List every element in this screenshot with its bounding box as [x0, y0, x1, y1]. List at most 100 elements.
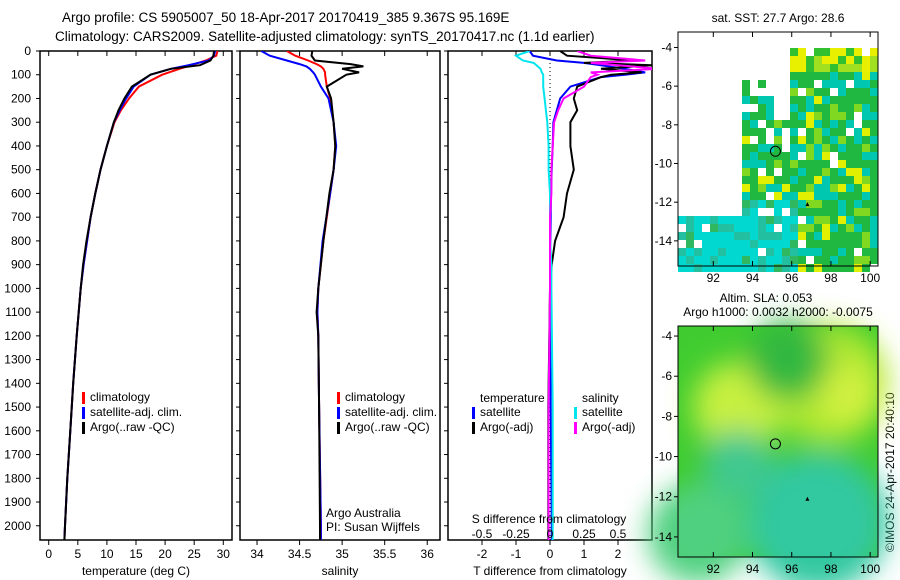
map-cell: [702, 216, 710, 224]
map-cell: [726, 248, 734, 256]
map-cell: [790, 216, 798, 224]
map-cell: [790, 80, 798, 88]
map-cell: [870, 72, 878, 80]
map-cell: [694, 232, 702, 240]
map-cell: [846, 144, 854, 152]
map-cell: [806, 144, 814, 152]
x-tick-label: 36: [421, 547, 435, 561]
map-cell: [766, 224, 774, 232]
map-cell: [702, 248, 710, 256]
x-tick-label: 35: [335, 547, 349, 561]
map-cell: [870, 232, 878, 240]
map-cell: [862, 192, 870, 200]
map-cell: [686, 216, 694, 224]
map-cell: [846, 160, 854, 168]
map-cell: [798, 176, 806, 184]
map-cell: [798, 160, 806, 168]
map-cell: [758, 112, 766, 120]
map-cell: [870, 80, 878, 88]
series-line-climatology: [286, 51, 337, 540]
map-cell: [846, 256, 854, 264]
map-cell: [766, 144, 774, 152]
map-cell: [806, 248, 814, 256]
sla-blob: [748, 320, 828, 401]
map-cell: [870, 104, 878, 112]
x-tick-label: 34: [250, 547, 264, 561]
map-cell: [814, 48, 822, 56]
map-cell: [822, 96, 830, 104]
map-cell: [870, 200, 878, 208]
y-tick-label: 1400: [4, 376, 31, 390]
map-cell: [742, 184, 750, 192]
x-tick-label: 1: [581, 547, 588, 561]
map-cell: [678, 256, 686, 264]
map-cell: [806, 128, 814, 136]
y-tick-label: 400: [11, 139, 31, 153]
lat-tick-label: -14: [655, 234, 673, 248]
map-cell: [806, 264, 814, 272]
map-cell: [758, 176, 766, 184]
map-cell: [766, 248, 774, 256]
lat-tick-label: -10: [655, 450, 673, 464]
series-line-argo-raw-qc-: [310, 51, 364, 540]
map-cell: [838, 112, 846, 120]
y-tick-label: 1200: [4, 329, 31, 343]
map-cell: [798, 200, 806, 208]
map-cell: [862, 208, 870, 216]
map-cell: [862, 216, 870, 224]
map-cell: [870, 120, 878, 128]
map-cell: [838, 128, 846, 136]
map-cell: [774, 256, 782, 264]
map-cell: [750, 216, 758, 224]
argo-position-marker: [769, 438, 781, 450]
map-cell: [710, 256, 718, 264]
map-cell: [782, 152, 790, 160]
map-cell: [870, 152, 878, 160]
map-cell: [862, 232, 870, 240]
map-cell: [742, 88, 750, 96]
map-cell: [822, 104, 830, 112]
map-cell: [742, 232, 750, 240]
map-cell: [806, 72, 814, 80]
map-cell: [758, 80, 766, 88]
lat-tick-label: -14: [655, 530, 673, 544]
map-cell: [854, 56, 862, 64]
map-cell: [806, 232, 814, 240]
map-cell: [814, 104, 822, 112]
map-cell: [790, 144, 798, 152]
map-cell: [854, 256, 862, 264]
map-cell: [750, 144, 758, 152]
map-cell: [814, 216, 822, 224]
legend-swatch: [82, 392, 85, 404]
legend-label: satellite-adj. clim.: [345, 405, 437, 419]
map-cell: [822, 176, 830, 184]
map-cell: [822, 128, 830, 136]
map-cell: [830, 176, 838, 184]
map-cell: [790, 208, 798, 216]
map-cell: [822, 120, 830, 128]
map-cell: [806, 104, 814, 112]
map-cell: [782, 120, 790, 128]
map-cell: [766, 184, 774, 192]
map-cell: [806, 160, 814, 168]
map-cell: [750, 248, 758, 256]
sla-map-title: Altim. SLA: 0.053: [720, 291, 813, 305]
map-cell: [742, 168, 750, 176]
x-axis-label: T difference from climatology: [473, 564, 627, 578]
map-cell: [870, 216, 878, 224]
map-cell: [838, 72, 846, 80]
map-cell: [814, 248, 822, 256]
map-cell: [814, 200, 822, 208]
map-cell: [830, 128, 838, 136]
map-cell: [830, 224, 838, 232]
triangle-marker: [805, 202, 810, 207]
map-cell: [862, 152, 870, 160]
map-cell: [742, 120, 750, 128]
map-cell: [726, 240, 734, 248]
map-cell: [870, 240, 878, 248]
map-cell: [758, 136, 766, 144]
map-cell: [782, 176, 790, 184]
x-axis-label: salinity: [322, 564, 359, 578]
map-cell: [854, 160, 862, 168]
map-cell: [742, 144, 750, 152]
